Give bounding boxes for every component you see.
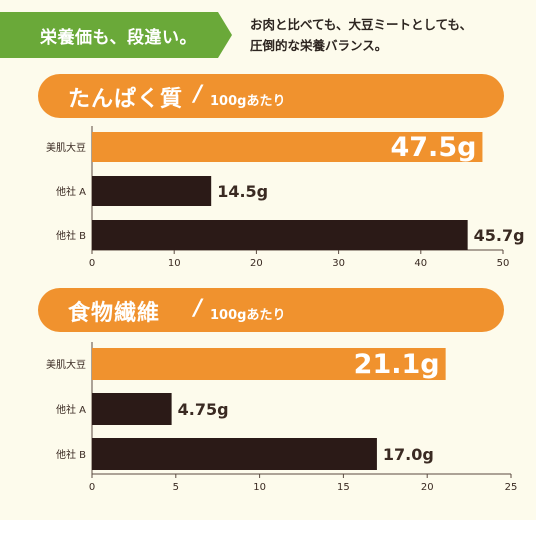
bar-0 [92,348,446,380]
x-tick-label-1: 5 [173,482,179,493]
value-label-1: 4.75g [178,400,229,419]
category-label-1: 他社 A [56,403,86,416]
intro-line-2: 圧倒的な栄養バランス。 [250,38,388,53]
fiber-header: 食物繊維 / 100gあたり [38,288,504,332]
intro-text: お肉と比べても、大豆ミートとしても、 圧倒的な栄養バランス。 [250,14,530,56]
x-tick-label-4: 20 [421,482,434,493]
x-tick-label-3: 30 [332,258,345,269]
footer-strip [0,520,536,536]
bar-2 [92,220,468,250]
protein-header: たんぱく質 / 100gあたり [38,74,504,118]
value-label-2: 17.0g [383,445,434,464]
x-tick-label-5: 25 [505,482,518,493]
x-tick-label-2: 20 [250,258,263,269]
protein-chart: 美肌大豆 47.5g 他社 A 14.5g 他社 B 45.7g 0 10 20 30 40 50 [46,126,525,269]
value-label-1: 14.5g [217,182,268,201]
banner-label: 栄養価も、段違い。 [40,28,197,48]
category-label-1: 他社 A [56,185,86,198]
fiber-unit-note: 100gあたり [210,308,286,323]
x-tick-label-1: 10 [168,258,181,269]
value-label-0: 21.1g [354,349,440,380]
protein-title: たんぱく質 [68,87,184,112]
category-label-2: 他社 B [56,448,86,461]
value-label-0: 47.5g [390,132,476,163]
x-tick-label-0: 0 [89,258,95,269]
bar-2 [92,438,377,470]
value-label-2: 45.7g [474,226,525,245]
category-label-2: 他社 B [56,229,86,242]
fiber-title: 食物繊維 [68,301,161,326]
section-banner: 栄養価も、段違い。 [0,12,232,58]
x-tick-label-5: 50 [497,258,510,269]
bar-1 [92,393,172,425]
protein-unit-note: 100gあたり [210,94,286,109]
category-label-0: 美肌大豆 [46,358,86,371]
fiber-chart: 美肌大豆 21.1g 他社 A 4.75g 他社 B 17.0g 0 5 10 15 20 25 [46,342,518,493]
x-tick-label-2: 10 [253,482,266,493]
protein-title-separator: / [194,82,203,107]
x-tick-label-4: 40 [414,258,427,269]
bar-0 [92,132,483,162]
fiber-title-separator: / [194,296,203,321]
x-tick-label-0: 0 [89,482,95,493]
category-label-0: 美肌大豆 [46,141,86,154]
intro-line-1: お肉と比べても、大豆ミートとしても、 [250,17,473,32]
bar-1 [92,176,212,206]
x-tick-label-3: 15 [337,482,350,493]
